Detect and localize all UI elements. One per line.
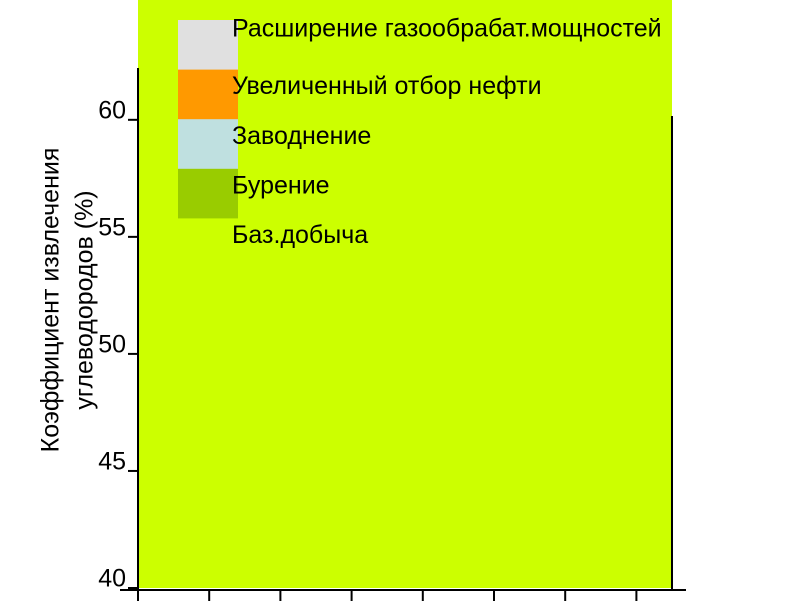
y-tick-label: 40 (98, 565, 126, 593)
y-tick-label: 45 (98, 448, 126, 476)
legend-label: Баз.добыча (232, 221, 368, 249)
legend-swatch (178, 119, 238, 170)
legend-label: Бурение (232, 171, 330, 199)
legend-swatch (178, 69, 238, 120)
y-axis-label: углеводородов (%) (71, 190, 99, 409)
area (138, 0, 672, 589)
legend-label: Заводнение (232, 122, 371, 150)
legend-label: Увеличенный отбор нефти (232, 72, 542, 100)
legend-swatch (178, 168, 238, 219)
y-tick-label: 50 (98, 331, 126, 359)
y-tick-label: 55 (98, 213, 126, 241)
legend-swatch (178, 218, 238, 269)
legend-label: Расширение газообрабат.мощностей (232, 15, 662, 43)
legend-swatch (178, 20, 238, 70)
y-tick-label: 60 (98, 96, 126, 124)
y-axis-label: Коэффициент извлечения (37, 148, 65, 453)
